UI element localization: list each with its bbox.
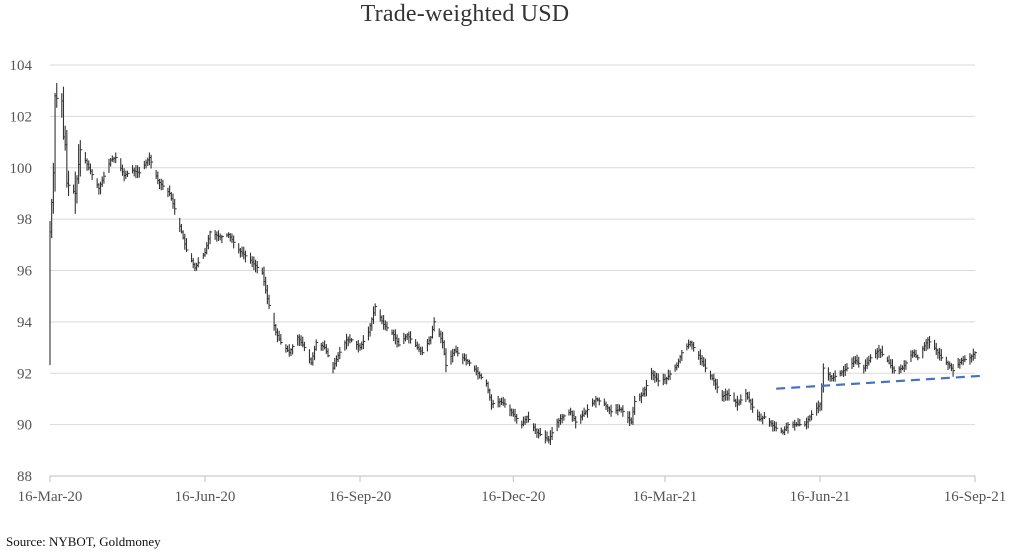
y-tick-label: 100 — [10, 161, 33, 177]
y-tick-label: 88 — [17, 469, 32, 485]
y-tick-label: 90 — [17, 418, 32, 434]
y-tick-label: 104 — [10, 58, 33, 74]
x-tick-label: 16-Sep-20 — [329, 489, 392, 505]
y-tick-label: 94 — [17, 315, 33, 331]
x-tick-label: 16-Jun-20 — [175, 489, 236, 505]
source-note: Source: NYBOT, Goldmoney — [6, 534, 161, 549]
y-tick-label: 92 — [17, 366, 32, 382]
x-tick-label: 16-Sep-21 — [944, 489, 1007, 505]
chart-title: Trade-weighted USD — [360, 1, 570, 27]
x-tick-label: 16-Mar-21 — [633, 489, 698, 505]
trendline — [776, 374, 982, 390]
x-tick-label: 16-Dec-20 — [481, 489, 545, 505]
x-tick-label: 16-Jun-21 — [790, 489, 851, 505]
y-tick-label: 96 — [17, 264, 33, 280]
chart-svg: 88 90 92 94 96 98 100 102 104 16-Mar-20 16-Jun-20 1… — [10, 58, 1007, 505]
x-tick-label: 16-Mar-20 — [18, 489, 83, 505]
y-tick-label: 102 — [10, 109, 33, 125]
y-tick-label: 98 — [17, 212, 32, 228]
